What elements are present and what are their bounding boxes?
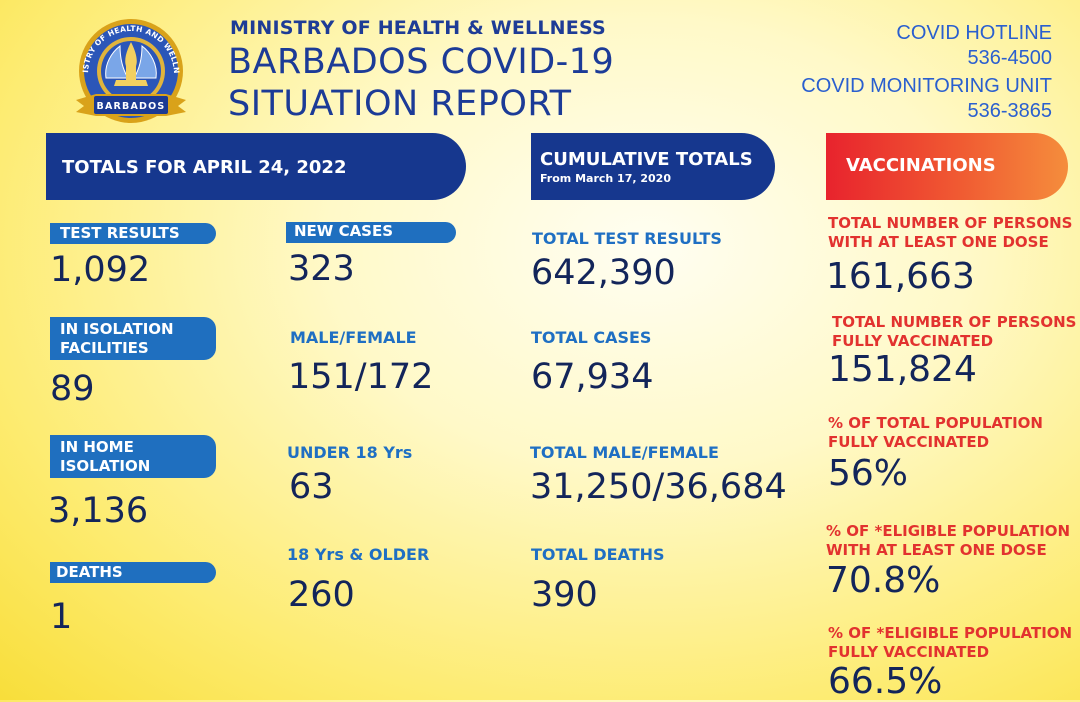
vax-pct-eligible-fully-label-line1: % OF *ELIGIBLE POPULATION [828, 624, 1073, 642]
total-test-results-value: 642,390 [531, 253, 676, 293]
cumulative-banner-subtitle: From March 17, 2020 [540, 172, 671, 185]
deaths-value: 1 [50, 597, 73, 637]
vax-one-dose-label-line1: TOTAL NUMBER OF PERSONS [828, 214, 1073, 232]
vax-pct-eligible-one-value: 70.8% [826, 560, 941, 601]
vax-pct-eligible-one-label: % OF *ELIGIBLE POPULATION WITH AT LEAST … [826, 522, 1070, 560]
total-deaths-value: 390 [531, 575, 598, 615]
deaths-label: DEATHS [50, 562, 216, 583]
vax-pct-total-value: 56% [828, 453, 909, 494]
total-male-female-label: TOTAL MALE/FEMALE [530, 443, 719, 462]
home-isolation-label-line2: ISOLATION [60, 457, 151, 475]
test-results-value: 1,092 [50, 250, 151, 290]
report-title-line2: SITUATION REPORT [228, 84, 572, 124]
report-title-line1: BARBADOS COVID-19 [228, 42, 615, 82]
hotline-label: COVID HOTLINE [896, 22, 1052, 44]
under-18-label: UNDER 18 Yrs [287, 443, 413, 462]
monitoring-unit-label: COVID MONITORING UNIT [801, 75, 1052, 97]
under-18-value: 63 [289, 467, 334, 507]
test-results-label: TEST RESULTS [50, 223, 216, 244]
vax-pct-total-label: % OF TOTAL POPULATION FULLY VACCINATED [828, 414, 1043, 452]
cumulative-banner-title: CUMULATIVE TOTALS [540, 149, 753, 170]
total-male-female-value: 31,250/36,684 [530, 467, 787, 507]
vax-one-dose-value: 161,663 [826, 256, 975, 297]
cumulative-totals-banner: CUMULATIVE TOTALS From March 17, 2020 [531, 133, 775, 200]
hotline-number: 536-4500 [967, 47, 1052, 69]
over-18-label: 18 Yrs & OLDER [287, 545, 430, 564]
isolation-facilities-label-line2: FACILITIES [60, 339, 149, 357]
vax-one-dose-label-line2: WITH AT LEAST ONE DOSE [828, 233, 1049, 251]
home-isolation-value: 3,136 [48, 491, 149, 531]
vax-pct-eligible-one-label-line2: WITH AT LEAST ONE DOSE [826, 541, 1047, 559]
vax-fully-label-line1: TOTAL NUMBER OF PERSONS [832, 313, 1077, 331]
home-isolation-label-line1: IN HOME [60, 438, 134, 456]
vaccinations-banner: VACCINATIONS [826, 133, 1068, 200]
total-cases-value: 67,934 [531, 357, 654, 397]
total-test-results-label: TOTAL TEST RESULTS [532, 229, 722, 248]
ministry-name: MINISTRY OF HEALTH & WELLNESS [230, 17, 606, 39]
isolation-facilities-label: IN ISOLATION FACILITIES [50, 317, 216, 360]
isolation-facilities-label-line1: IN ISOLATION [60, 320, 174, 338]
total-deaths-label: TOTAL DEATHS [531, 545, 665, 564]
logo-ribbon-text: BARBADOS [97, 101, 166, 112]
male-female-value: 151/172 [288, 357, 434, 397]
vax-fully-label: TOTAL NUMBER OF PERSONS FULLY VACCINATED [832, 313, 1076, 351]
isolation-facilities-value: 89 [50, 369, 95, 409]
vax-pct-eligible-fully-label-line2: FULLY VACCINATED [828, 643, 990, 661]
vax-fully-label-line2: FULLY VACCINATED [832, 332, 994, 350]
home-isolation-label: IN HOME ISOLATION [50, 435, 216, 478]
over-18-value: 260 [288, 575, 355, 615]
vax-pct-total-label-line1: % OF TOTAL POPULATION [828, 414, 1043, 432]
vax-pct-eligible-one-label-line1: % OF *ELIGIBLE POPULATION [826, 522, 1071, 540]
monitoring-unit-number: 536-3865 [967, 100, 1052, 122]
male-female-label: MALE/FEMALE [290, 328, 417, 347]
ministry-logo: MINISTRY OF HEALTH AND WELLNESS BARBADOS [64, 9, 194, 126]
vax-pct-eligible-fully-label: % OF *ELIGIBLE POPULATION FULLY VACCINAT… [828, 624, 1072, 662]
vax-fully-value: 151,824 [828, 349, 977, 390]
new-cases-label: NEW CASES [286, 222, 456, 243]
vax-one-dose-label: TOTAL NUMBER OF PERSONS WITH AT LEAST ON… [828, 214, 1072, 252]
vax-pct-total-label-line2: FULLY VACCINATED [828, 433, 990, 451]
vax-pct-eligible-fully-value: 66.5% [828, 661, 943, 702]
total-cases-label: TOTAL CASES [531, 328, 652, 347]
daily-totals-banner: TOTALS FOR APRIL 24, 2022 [46, 133, 466, 200]
new-cases-value: 323 [288, 249, 355, 289]
